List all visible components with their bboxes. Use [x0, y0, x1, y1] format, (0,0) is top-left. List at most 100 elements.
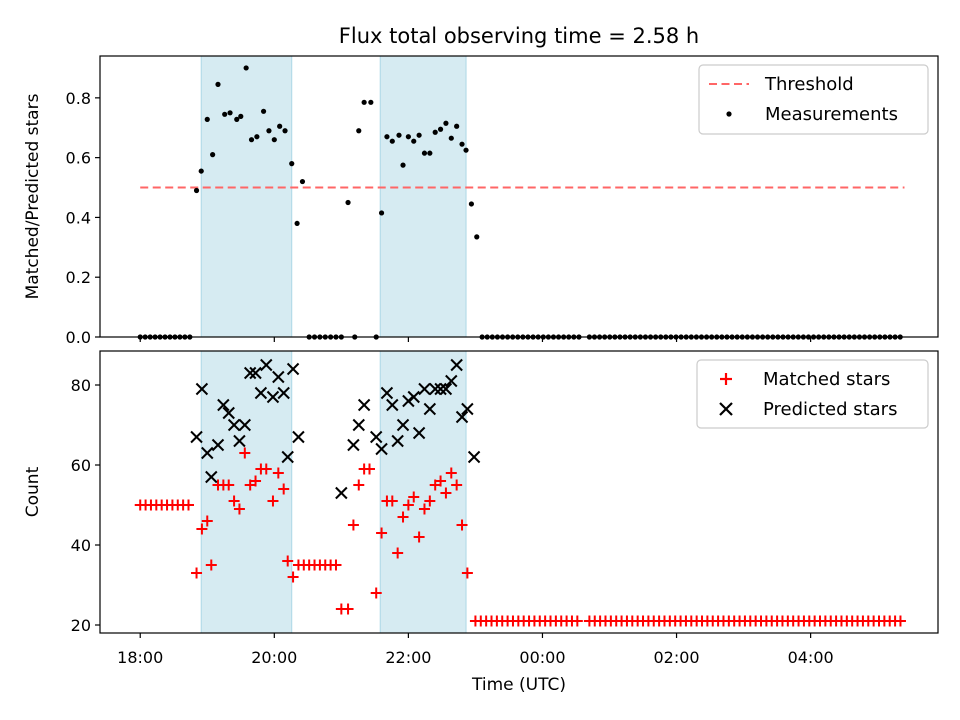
predicted-stars-point [347, 438, 360, 452]
ratio-y-axis-label: Matched/Predicted stars [23, 93, 43, 299]
count-points [134, 358, 906, 627]
predicted-stars-point [272, 370, 285, 384]
predicted-legend-label: Predicted stars [763, 399, 897, 420]
measurements-point [238, 113, 244, 119]
predicted-stars-point [450, 358, 463, 372]
measurements-point [198, 168, 204, 174]
matched-stars-point [282, 555, 294, 567]
predicted-stars-point [396, 418, 410, 432]
predicted-stars-point [266, 390, 280, 404]
predicted-stars-point [418, 382, 431, 396]
x-axis-label: Time (UTC) [471, 675, 566, 695]
y-axis-ticks: 20 40 60 80 [71, 376, 100, 635]
predicted-stars-point [439, 382, 453, 396]
matched-stars-point [413, 531, 425, 543]
measurements-point [345, 199, 351, 206]
measurements-point [227, 110, 233, 116]
predicted-stars-point [190, 430, 203, 444]
x-tick-label: 18:00 [117, 648, 163, 667]
count-legend-box [696, 359, 929, 429]
chart-title: Flux total observing time = 2.58 h [339, 24, 699, 48]
observing-window-2 [379, 55, 467, 338]
matched-stars-point [370, 587, 382, 599]
predicted-stars-point [195, 382, 209, 396]
measurements-point [215, 81, 221, 87]
matched-stars-point [435, 475, 447, 487]
predicted-stars-point [286, 362, 300, 376]
matched-stars-point [392, 547, 404, 559]
matched-stars-point [353, 479, 365, 491]
matched-legend-swatch [720, 373, 732, 385]
measurements-point [361, 99, 367, 105]
matched-stars-point [191, 567, 203, 579]
predicted-stars-point [238, 418, 252, 432]
predicted-stars-point [428, 382, 442, 396]
shaded-intervals [200, 350, 467, 634]
measurements-point [222, 111, 228, 117]
count-legend: Matched stars Predicted stars [696, 359, 929, 429]
measurements-point [443, 120, 449, 126]
matched-stars-point [461, 567, 473, 579]
matched-stars-point [364, 463, 376, 475]
matched-stars-point [228, 495, 240, 507]
measurements-point [432, 129, 438, 135]
matched-stars-point [386, 495, 398, 507]
matched-stars-point [451, 479, 463, 491]
predicted-stars-point [467, 450, 481, 464]
measurements-point [378, 210, 385, 216]
predicted-stars-point [423, 402, 437, 416]
matched-stars-point [223, 479, 235, 491]
matched-stars-point [196, 523, 208, 535]
measurements-point [243, 65, 249, 71]
predicted-stars-point [281, 450, 294, 464]
predicted-stars-point [407, 390, 420, 404]
measurements-point [463, 147, 469, 153]
ratio-legend: Threshold Measurements [698, 64, 929, 135]
count-panel: 20 40 60 80 Count Matched stars Predicted s… [23, 350, 939, 638]
matched-legend-label: Matched stars [763, 369, 890, 390]
measurements-point [389, 138, 395, 144]
matched-stars-point [330, 559, 342, 571]
measurements-point [384, 134, 390, 140]
measurements-point [468, 201, 475, 207]
measurements-point [260, 108, 267, 114]
matched-stars-point [456, 519, 468, 531]
predicted-stars-point [386, 398, 399, 412]
measurements-point [454, 123, 460, 129]
measurements-point [416, 132, 422, 138]
matched-stars-point [272, 467, 284, 479]
predicted-stars-point [277, 386, 290, 400]
measurements-point [299, 178, 306, 185]
observing-window-2 [379, 350, 467, 634]
measurements-point [294, 220, 300, 227]
predicted-stars-point [445, 374, 458, 388]
matched-stars-point [445, 467, 457, 479]
matched-stars-point [402, 499, 414, 511]
measurements-point [448, 135, 454, 141]
predicted-legend-swatch [719, 402, 733, 416]
predicted-stars-point [217, 398, 230, 412]
matched-stars-point [397, 511, 409, 523]
y-tick-label: 0.4 [66, 208, 91, 227]
x-tick-label: 22:00 [385, 648, 431, 667]
predicted-stars-point [375, 442, 388, 456]
matched-stars-point [376, 527, 388, 539]
measurements-point [459, 141, 465, 147]
matched-stars-point [440, 487, 452, 499]
measurements-point [289, 161, 295, 167]
measurements-point [400, 162, 406, 168]
x-axis-ticks [139, 633, 812, 638]
ratio-panel: 0.00.20.40.60.8 Matched/Predicted stars … [23, 55, 939, 347]
matched-stars-point [267, 495, 279, 507]
observing-window-1 [200, 55, 293, 338]
measurements-point [427, 150, 433, 156]
measurements-point [271, 137, 277, 143]
matched-stars-point [342, 603, 354, 615]
measurements-point [254, 134, 260, 140]
predicted-stars-point [335, 486, 348, 500]
predicted-stars-point [233, 434, 246, 448]
threshold-legend-label: Threshold [764, 74, 854, 95]
measurements-point [248, 137, 255, 143]
y-tick-label: 80 [71, 376, 91, 395]
